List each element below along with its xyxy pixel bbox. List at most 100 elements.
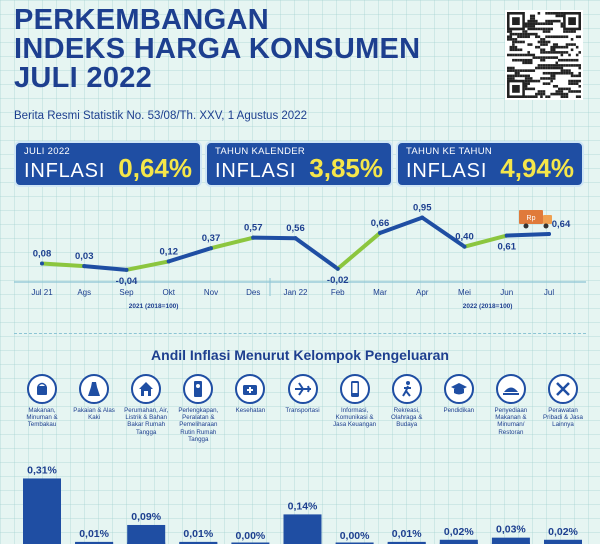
bar-base (439, 542, 478, 544)
data-label: 0,08 (33, 249, 52, 260)
airplane-icon (287, 374, 318, 404)
truck-badge: Rp (527, 215, 536, 222)
card-value: 0,64% (118, 153, 192, 183)
graduation-cap-icon (443, 374, 474, 404)
bar (439, 539, 478, 544)
dress-icon (79, 374, 110, 404)
x-tick-label: Sep (119, 288, 134, 297)
data-label: 0,37 (202, 233, 221, 244)
x-tick-label: Mei (458, 288, 471, 297)
sports-icon (391, 374, 422, 404)
category-label: Perumahan, Air, Listrik & Bahan Bakar Ru… (124, 407, 169, 436)
qr-code[interactable] (505, 10, 583, 100)
category-1: Makanan, Minuman & Tembakau (17, 374, 67, 429)
medical-kit-icon (235, 374, 266, 404)
bar (23, 478, 61, 544)
category-4: Perlengkapan, Peralatan & Pemeliharaan R… (173, 374, 223, 443)
data-point (209, 246, 213, 251)
category-11: Perawatan Pribadi & Jasa Lainnya (538, 374, 588, 429)
bar-base (179, 542, 218, 544)
card-monthly-inflation: JULI 2022 INFLASI 0,64% (14, 141, 202, 187)
bar-value-label: 0,14% (288, 500, 318, 512)
x-tick-label: Apr (416, 288, 429, 297)
line-segment (378, 215, 425, 235)
data-label: 0,56 (286, 223, 305, 234)
card-value: 4,94% (500, 153, 574, 183)
data-label: -0,02 (327, 275, 349, 286)
data-label: 0,57 (244, 223, 263, 234)
bar-base (387, 542, 426, 544)
title-line-3: JULI 2022 (14, 62, 153, 94)
x-tick-label: Des (246, 288, 260, 297)
subtitle: Berita Resmi Statistik No. 53/08/Th. XXV… (14, 110, 307, 122)
title-line-2: INDEKS HARGA KONSUMEN (14, 33, 421, 65)
bar (127, 524, 166, 544)
bar (491, 537, 530, 544)
card-calendar-inflation: TAHUN KALENDER INFLASI 3,85% (205, 141, 393, 187)
category-7: Informasi, Komunikasi & Jasa Keuangan (330, 374, 380, 429)
group-label-2022: 2022 (2018=100) (463, 303, 513, 310)
category-3: Perumahan, Air, Listrik & Bahan Bakar Ru… (121, 374, 171, 436)
data-point (40, 261, 44, 266)
data-point (166, 259, 171, 264)
data-point (504, 233, 509, 238)
x-tick-label: Jul (544, 288, 554, 297)
card-heading: INFLASI (24, 160, 106, 182)
house-icon (131, 374, 162, 404)
section-title: Andil Inflasi Menurut Kelompok Pengeluar… (151, 347, 449, 363)
bar (544, 539, 582, 544)
category-label: Penyediaan Makanan & Minuman/ Restoran (494, 407, 528, 436)
data-label: 0,64 (552, 219, 571, 230)
truck-icon: Rp (519, 209, 552, 229)
line-segment (209, 235, 256, 251)
category-label: Transportasi (285, 407, 320, 414)
category-9: Pendidikan (434, 374, 484, 414)
category-label: Kesehatan (235, 407, 266, 414)
category-label: Makanan, Minuman & Tembakau (26, 407, 58, 429)
bar-base (491, 542, 530, 544)
phone-icon (339, 374, 370, 404)
bar-value-label: 0,01% (392, 528, 422, 540)
data-label: 0,66 (371, 218, 390, 229)
category-label: Perawatan Pribadi & Jasa Lainnya (543, 407, 583, 429)
data-point (335, 266, 340, 271)
section-divider (14, 333, 586, 334)
x-tick-label: Ags (77, 288, 91, 297)
category-5: Kesehatan (225, 374, 275, 414)
line-segment (462, 233, 509, 249)
bar-base (127, 542, 166, 544)
food-icon (27, 374, 57, 404)
restaurant-icon (495, 374, 526, 404)
title-line-1: PERKEMBANGAN (14, 4, 269, 36)
line-segment (82, 264, 129, 272)
x-tick-label: Jun (500, 288, 513, 297)
category-label: Pakaian & Alas Kaki (73, 407, 115, 422)
card-heading: INFLASI (215, 160, 297, 182)
category-label: Informasi, Komunikasi & Jasa Keuangan (333, 407, 377, 429)
category-label: Rekreasi, Olahraga & Budaya (391, 407, 423, 429)
line-segment (124, 259, 171, 272)
appliance-icon (183, 374, 214, 404)
bar-value-label: 0,00% (236, 530, 266, 542)
bar-base (544, 542, 582, 544)
data-point (378, 230, 382, 235)
x-tick-label: Nov (204, 288, 218, 297)
category-10: Penyediaan Makanan & Minuman/ Restoran (486, 374, 536, 436)
bar-value-label: 0,01% (79, 528, 109, 540)
bar (283, 514, 322, 544)
bar-base (23, 542, 61, 544)
bar-value-label: 0,31% (27, 464, 57, 476)
card-label: TAHUN KALENDER (215, 146, 306, 157)
x-tick-label: Jul 21 (31, 288, 53, 297)
data-point (547, 231, 551, 236)
data-label: 0,61 (498, 242, 517, 253)
line-segment (166, 246, 213, 264)
bar-value-label: 0,02% (548, 526, 578, 538)
line-segment (40, 261, 87, 269)
category-2: Pakaian & Alas Kaki (69, 374, 119, 421)
bar-base (335, 542, 374, 544)
line-segment (335, 230, 382, 271)
card-value: 3,85% (309, 153, 383, 183)
